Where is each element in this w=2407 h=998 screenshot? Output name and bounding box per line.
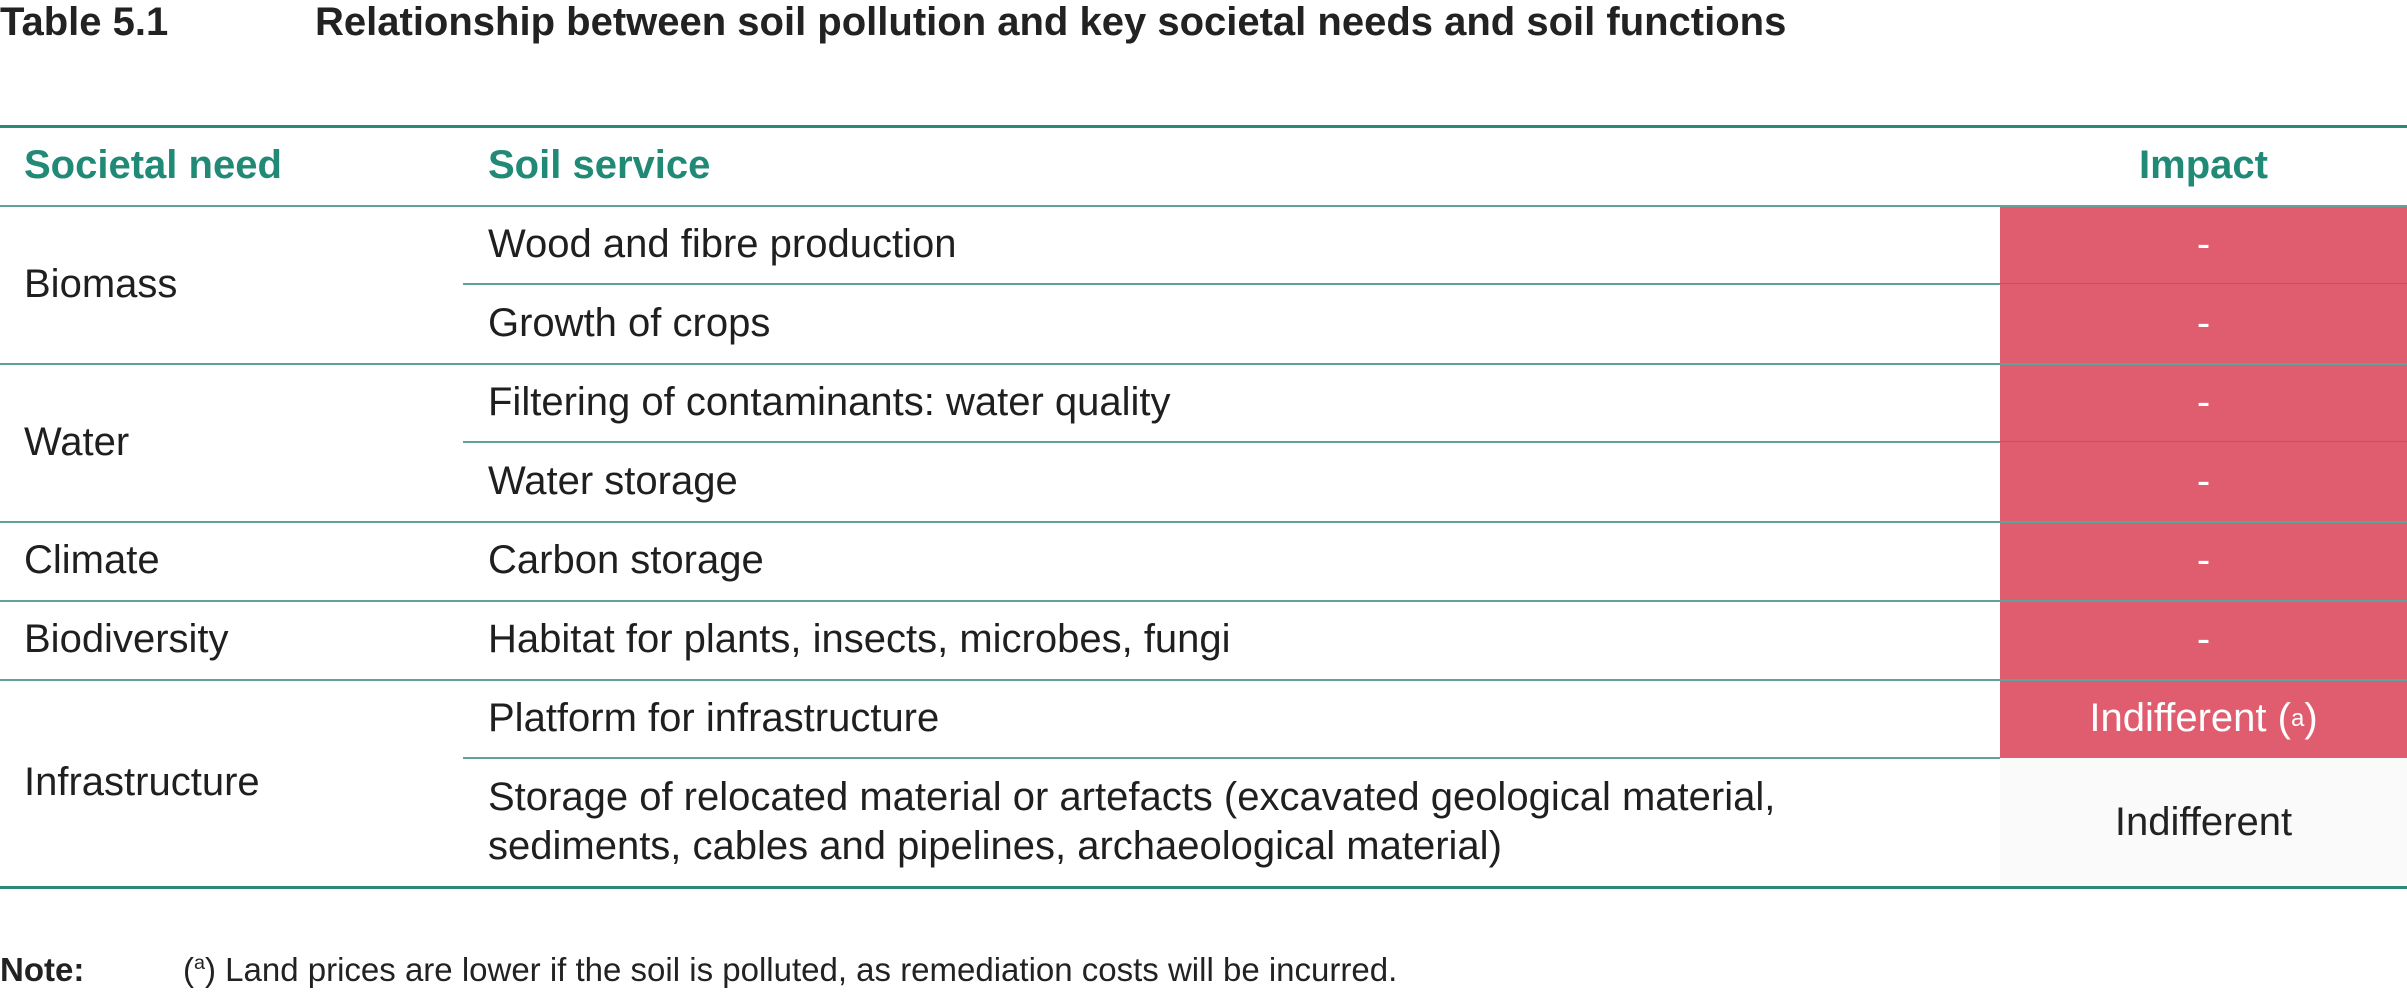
row-divider	[0, 363, 2407, 365]
row-divider	[463, 441, 2000, 443]
soil-table: Societal need Soil service Impact Biomas…	[0, 126, 2407, 886]
service-cell: Water storage	[488, 459, 738, 503]
table-caption: Table 5.1 Relationship between soil poll…	[0, 0, 1786, 44]
need-biomass: Biomass	[24, 261, 178, 306]
top-rule	[0, 125, 2407, 128]
impact-cell: -	[2000, 205, 2407, 284]
service-cell: Wood and fibre production	[488, 222, 957, 266]
impact-text: Indifferent (	[2089, 696, 2291, 740]
service-cell: Growth of crops	[488, 301, 771, 345]
footnote-mark: a	[194, 952, 206, 974]
note-body: (a) Land prices are lower if the soil is…	[183, 951, 1397, 989]
impact-cell: -	[2000, 363, 2407, 442]
service-cell: Storage of relocated material or artefac…	[463, 758, 2000, 886]
need-infrastructure: Infrastructure	[24, 760, 260, 804]
impact-cell: -	[2000, 284, 2407, 363]
service-line: Storage of relocated material or artefac…	[488, 775, 1776, 819]
service-cell: Carbon storage	[488, 538, 764, 582]
need-climate: Climate	[24, 538, 160, 582]
row-divider	[0, 205, 2407, 207]
service-cell: Platform for infrastructure	[488, 696, 940, 740]
row-divider	[0, 679, 2407, 681]
need-water: Water	[24, 419, 130, 464]
table-row: Water storage -	[0, 442, 2407, 521]
row-divider	[463, 283, 2000, 285]
row-divider	[0, 521, 2407, 523]
impact-text-tail: )	[2304, 696, 2318, 740]
service-line: sediments, cables and pipelines, archaeo…	[488, 824, 1502, 868]
group-water: Water Filtering of contaminants: water q…	[0, 363, 2407, 521]
note-text: ) Land prices are lower if the soil is p…	[205, 951, 1398, 988]
table-note: Note: (a) Land prices are lower if the s…	[0, 942, 1397, 998]
header-service: Soil service	[488, 143, 711, 187]
impact-cell: -	[2000, 442, 2407, 521]
impact-cell: Indifferent	[2000, 758, 2407, 886]
impact-cell: -	[2000, 600, 2407, 679]
footnote-ref: a	[2290, 704, 2305, 732]
row-divider	[463, 757, 2000, 759]
group-biodiversity: Biodiversity Habitat for plants, insects…	[0, 600, 2407, 679]
bottom-rule	[0, 886, 2407, 889]
header-need: Societal need	[24, 143, 282, 187]
table-title: Relationship between soil pollution and …	[315, 0, 1787, 44]
table-row: Wood and fibre production -	[0, 205, 2407, 284]
service-cell: Habitat for plants, insects, microbes, f…	[488, 617, 1231, 661]
table-number: Table 5.1	[0, 0, 169, 44]
group-biomass: Biomass Wood and fibre production - Grow…	[0, 205, 2407, 363]
note-open: (	[183, 951, 194, 988]
note-label: Note:	[0, 951, 85, 988]
table-row: Platform for infrastructure Indifferent …	[0, 679, 2407, 758]
table-row: Growth of crops -	[0, 284, 2407, 363]
group-climate: Climate Carbon storage -	[0, 521, 2407, 600]
table-row: Storage of relocated material or artefac…	[0, 758, 2407, 886]
header-impact: Impact	[2139, 143, 2268, 187]
row-divider	[0, 600, 2407, 602]
impact-cell: Indifferent (a)	[2000, 679, 2407, 758]
table-row: Filtering of contaminants: water quality…	[0, 363, 2407, 442]
group-infrastructure: Infrastructure Platform for infrastructu…	[0, 679, 2407, 886]
table-header-row: Societal need Soil service Impact	[0, 126, 2407, 205]
need-biodiversity: Biodiversity	[24, 617, 229, 661]
service-cell: Filtering of contaminants: water quality	[488, 380, 1171, 424]
impact-cell: -	[2000, 521, 2407, 600]
